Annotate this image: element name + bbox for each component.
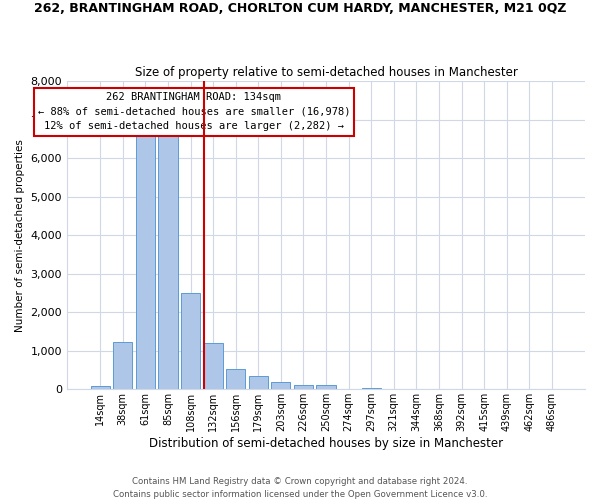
Bar [91, 386, 110, 390]
Bar [203, 344, 223, 390]
Bar [136, 136, 155, 390]
Bar [158, 132, 178, 390]
Bar [248, 376, 268, 390]
Title: Size of property relative to semi-detached houses in Manchester: Size of property relative to semi-detach… [134, 66, 517, 78]
Bar [362, 388, 381, 390]
Text: 262, BRANTINGHAM ROAD, CHORLTON CUM HARDY, MANCHESTER, M21 0QZ: 262, BRANTINGHAM ROAD, CHORLTON CUM HARD… [34, 2, 566, 16]
Y-axis label: Number of semi-detached properties: Number of semi-detached properties [15, 138, 25, 332]
Bar [226, 369, 245, 390]
Bar [113, 342, 133, 390]
Bar [294, 384, 313, 390]
Bar [316, 385, 335, 390]
X-axis label: Distribution of semi-detached houses by size in Manchester: Distribution of semi-detached houses by … [149, 437, 503, 450]
Text: Contains HM Land Registry data © Crown copyright and database right 2024.
Contai: Contains HM Land Registry data © Crown c… [113, 478, 487, 499]
Text: 262 BRANTINGHAM ROAD: 134sqm
← 88% of semi-detached houses are smaller (16,978)
: 262 BRANTINGHAM ROAD: 134sqm ← 88% of se… [38, 92, 350, 132]
Bar [271, 382, 290, 390]
Bar [181, 294, 200, 390]
